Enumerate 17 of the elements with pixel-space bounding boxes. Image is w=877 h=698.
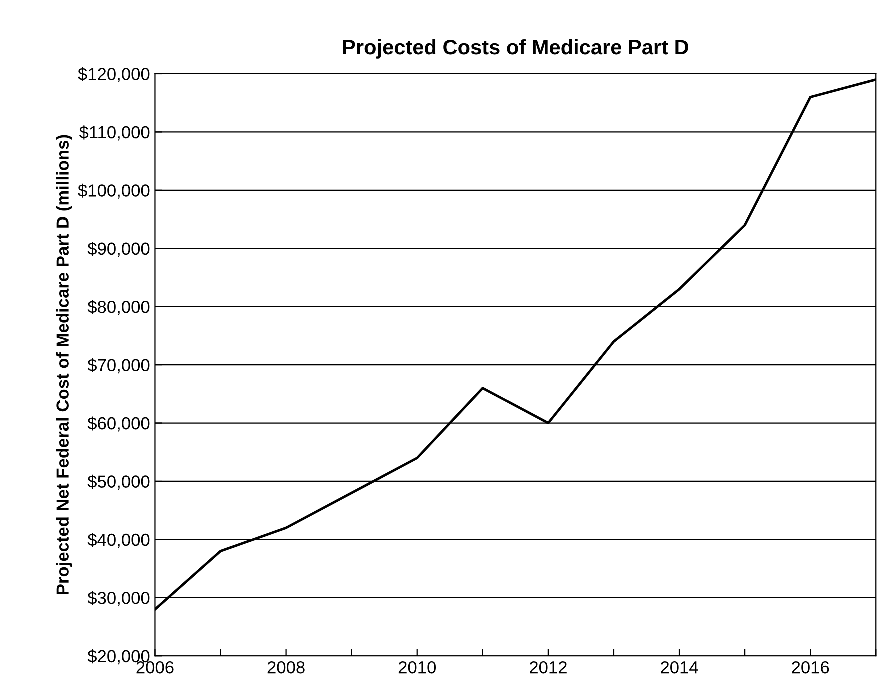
x-tick-label: 2008 [268, 661, 305, 674]
x-tick-label: 2010 [398, 661, 436, 674]
y-tick-label: $40,000 [88, 533, 150, 548]
y-tick-label: $100,000 [78, 184, 150, 199]
y-axis-title: Projected Net Federal Cost of Medicare Part D (millions) [56, 135, 72, 594]
y-tick-label: $60,000 [88, 416, 150, 432]
y-tick-label: $30,000 [88, 591, 150, 606]
x-tick-label: 2016 [792, 661, 830, 674]
x-tick-label: 2014 [661, 661, 698, 674]
x-tick-label: 2012 [530, 661, 567, 674]
y-tick-label: $110,000 [79, 126, 150, 141]
y-tick-label: $70,000 [88, 358, 150, 374]
y-tick-label: $90,000 [88, 242, 150, 258]
y-tick-label: $80,000 [88, 300, 150, 316]
y-tick-label: $50,000 [88, 474, 150, 490]
y-tick-label: $120,000 [78, 67, 150, 82]
chart-title: Projected Costs of Medicare Part D [343, 39, 688, 59]
